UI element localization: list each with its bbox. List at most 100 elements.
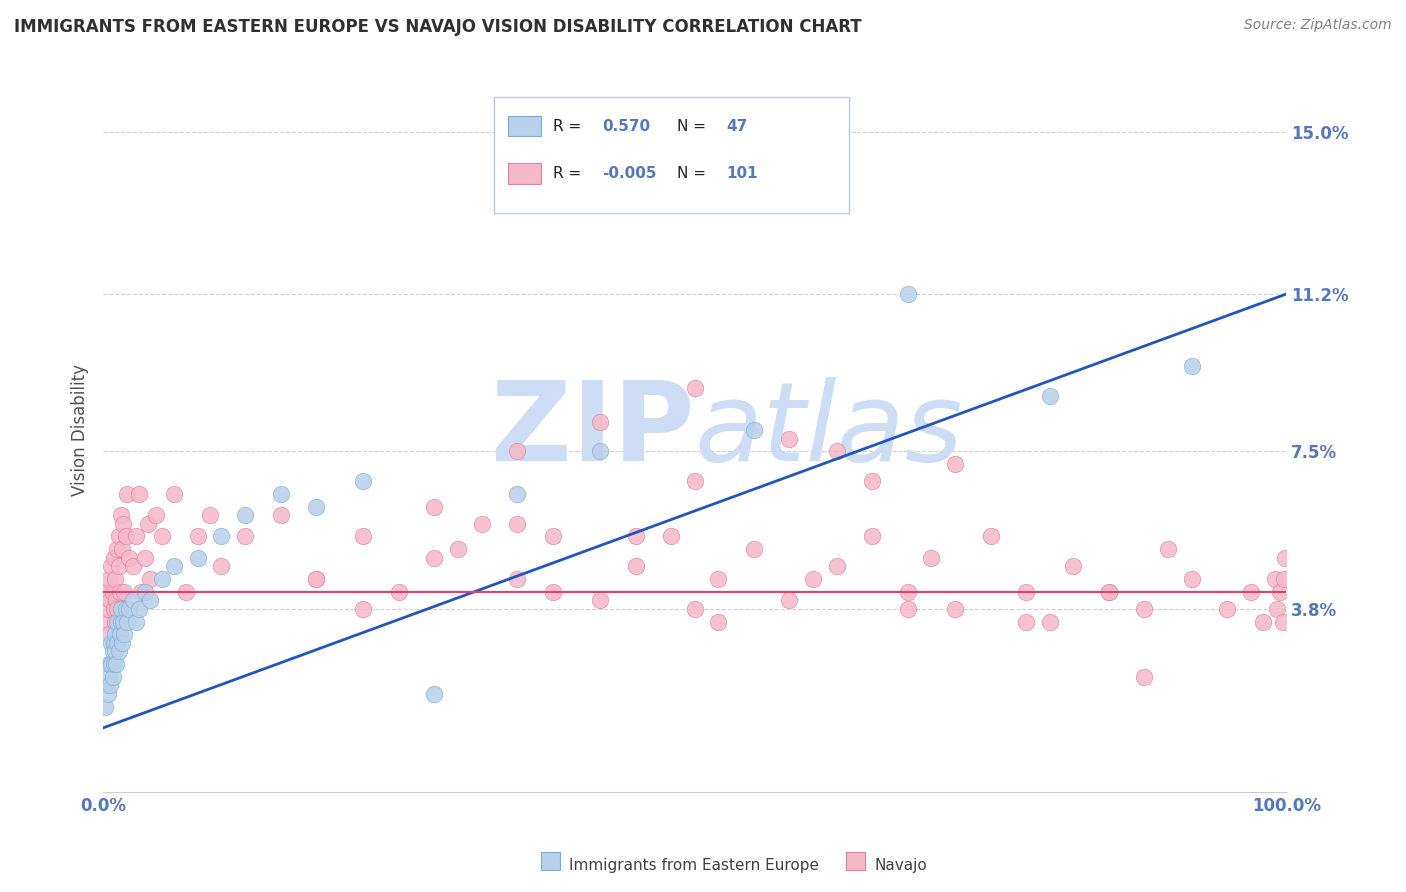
Point bbox=[110, 601, 132, 615]
Point bbox=[1133, 670, 1156, 684]
Point bbox=[506, 516, 529, 531]
Point bbox=[541, 529, 564, 543]
Point bbox=[1272, 572, 1295, 586]
Point bbox=[145, 508, 167, 523]
Point bbox=[1263, 572, 1285, 586]
Point bbox=[270, 487, 292, 501]
Point bbox=[860, 529, 883, 543]
Point bbox=[107, 529, 129, 543]
Text: ZIP: ZIP bbox=[491, 376, 695, 483]
Point bbox=[104, 644, 127, 658]
Point bbox=[97, 687, 120, 701]
Point bbox=[104, 572, 127, 586]
Point bbox=[943, 601, 966, 615]
Point bbox=[187, 529, 209, 543]
Point bbox=[233, 529, 256, 543]
Point bbox=[115, 615, 138, 629]
Point bbox=[107, 644, 129, 658]
Point bbox=[98, 670, 121, 684]
Point bbox=[134, 550, 156, 565]
Point bbox=[134, 584, 156, 599]
Point bbox=[1270, 584, 1292, 599]
Point bbox=[659, 529, 682, 543]
Point bbox=[447, 542, 470, 557]
Point bbox=[1181, 572, 1204, 586]
Point bbox=[233, 508, 256, 523]
Point bbox=[1015, 615, 1038, 629]
Point bbox=[1274, 550, 1296, 565]
Point bbox=[1251, 615, 1274, 629]
Point bbox=[105, 593, 128, 607]
Point bbox=[897, 584, 920, 599]
Point bbox=[825, 444, 848, 458]
Point bbox=[1062, 559, 1084, 574]
Point bbox=[1265, 601, 1288, 615]
Point bbox=[96, 678, 118, 692]
FancyBboxPatch shape bbox=[494, 97, 849, 213]
Point bbox=[742, 542, 765, 557]
Point bbox=[471, 516, 494, 531]
Text: Navajo: Navajo bbox=[875, 858, 928, 872]
Point bbox=[100, 559, 122, 574]
Point bbox=[108, 627, 131, 641]
Text: 47: 47 bbox=[727, 119, 748, 134]
Point bbox=[101, 644, 124, 658]
Point bbox=[1098, 584, 1121, 599]
Point bbox=[624, 529, 647, 543]
Point bbox=[707, 572, 730, 586]
Point bbox=[100, 636, 122, 650]
Point bbox=[920, 550, 942, 565]
Y-axis label: Vision Disability: Vision Disability bbox=[72, 364, 89, 496]
Point bbox=[136, 516, 159, 531]
Point bbox=[506, 487, 529, 501]
Point bbox=[139, 593, 162, 607]
Point bbox=[1133, 601, 1156, 615]
Point bbox=[589, 593, 612, 607]
Text: N =: N = bbox=[676, 119, 711, 134]
Point bbox=[112, 615, 135, 629]
Point bbox=[624, 559, 647, 574]
Point bbox=[105, 636, 128, 650]
Point bbox=[98, 627, 121, 641]
Point bbox=[110, 508, 132, 523]
Point bbox=[94, 584, 117, 599]
Point bbox=[105, 601, 128, 615]
Point bbox=[98, 678, 121, 692]
Text: Immigrants from Eastern Europe: Immigrants from Eastern Europe bbox=[569, 858, 820, 872]
Point bbox=[96, 615, 118, 629]
Point bbox=[897, 601, 920, 615]
Point bbox=[163, 487, 186, 501]
Point bbox=[111, 636, 134, 650]
Text: 0.570: 0.570 bbox=[602, 119, 651, 134]
Point bbox=[305, 572, 328, 586]
Point bbox=[1157, 542, 1180, 557]
Point bbox=[1039, 615, 1062, 629]
Point bbox=[98, 572, 121, 586]
Point bbox=[111, 542, 134, 557]
Point bbox=[980, 529, 1002, 543]
Point bbox=[110, 615, 132, 629]
Point bbox=[174, 584, 197, 599]
Point bbox=[112, 627, 135, 641]
Point bbox=[541, 584, 564, 599]
FancyBboxPatch shape bbox=[508, 163, 541, 184]
Point bbox=[103, 601, 125, 615]
Point bbox=[506, 572, 529, 586]
Point bbox=[108, 584, 131, 599]
Point bbox=[125, 615, 148, 629]
Point bbox=[707, 615, 730, 629]
Point bbox=[388, 584, 411, 599]
Point bbox=[352, 529, 374, 543]
Point bbox=[778, 432, 800, 446]
Point bbox=[101, 584, 124, 599]
Point bbox=[100, 657, 122, 671]
Point bbox=[105, 542, 128, 557]
Point bbox=[305, 572, 328, 586]
Point bbox=[423, 550, 446, 565]
Point bbox=[103, 657, 125, 671]
Text: Source: ZipAtlas.com: Source: ZipAtlas.com bbox=[1244, 18, 1392, 32]
Text: IMMIGRANTS FROM EASTERN EUROPE VS NAVAJO VISION DISABILITY CORRELATION CHART: IMMIGRANTS FROM EASTERN EUROPE VS NAVAJO… bbox=[14, 18, 862, 36]
Point bbox=[98, 657, 121, 671]
Point bbox=[128, 601, 150, 615]
Point bbox=[115, 487, 138, 501]
